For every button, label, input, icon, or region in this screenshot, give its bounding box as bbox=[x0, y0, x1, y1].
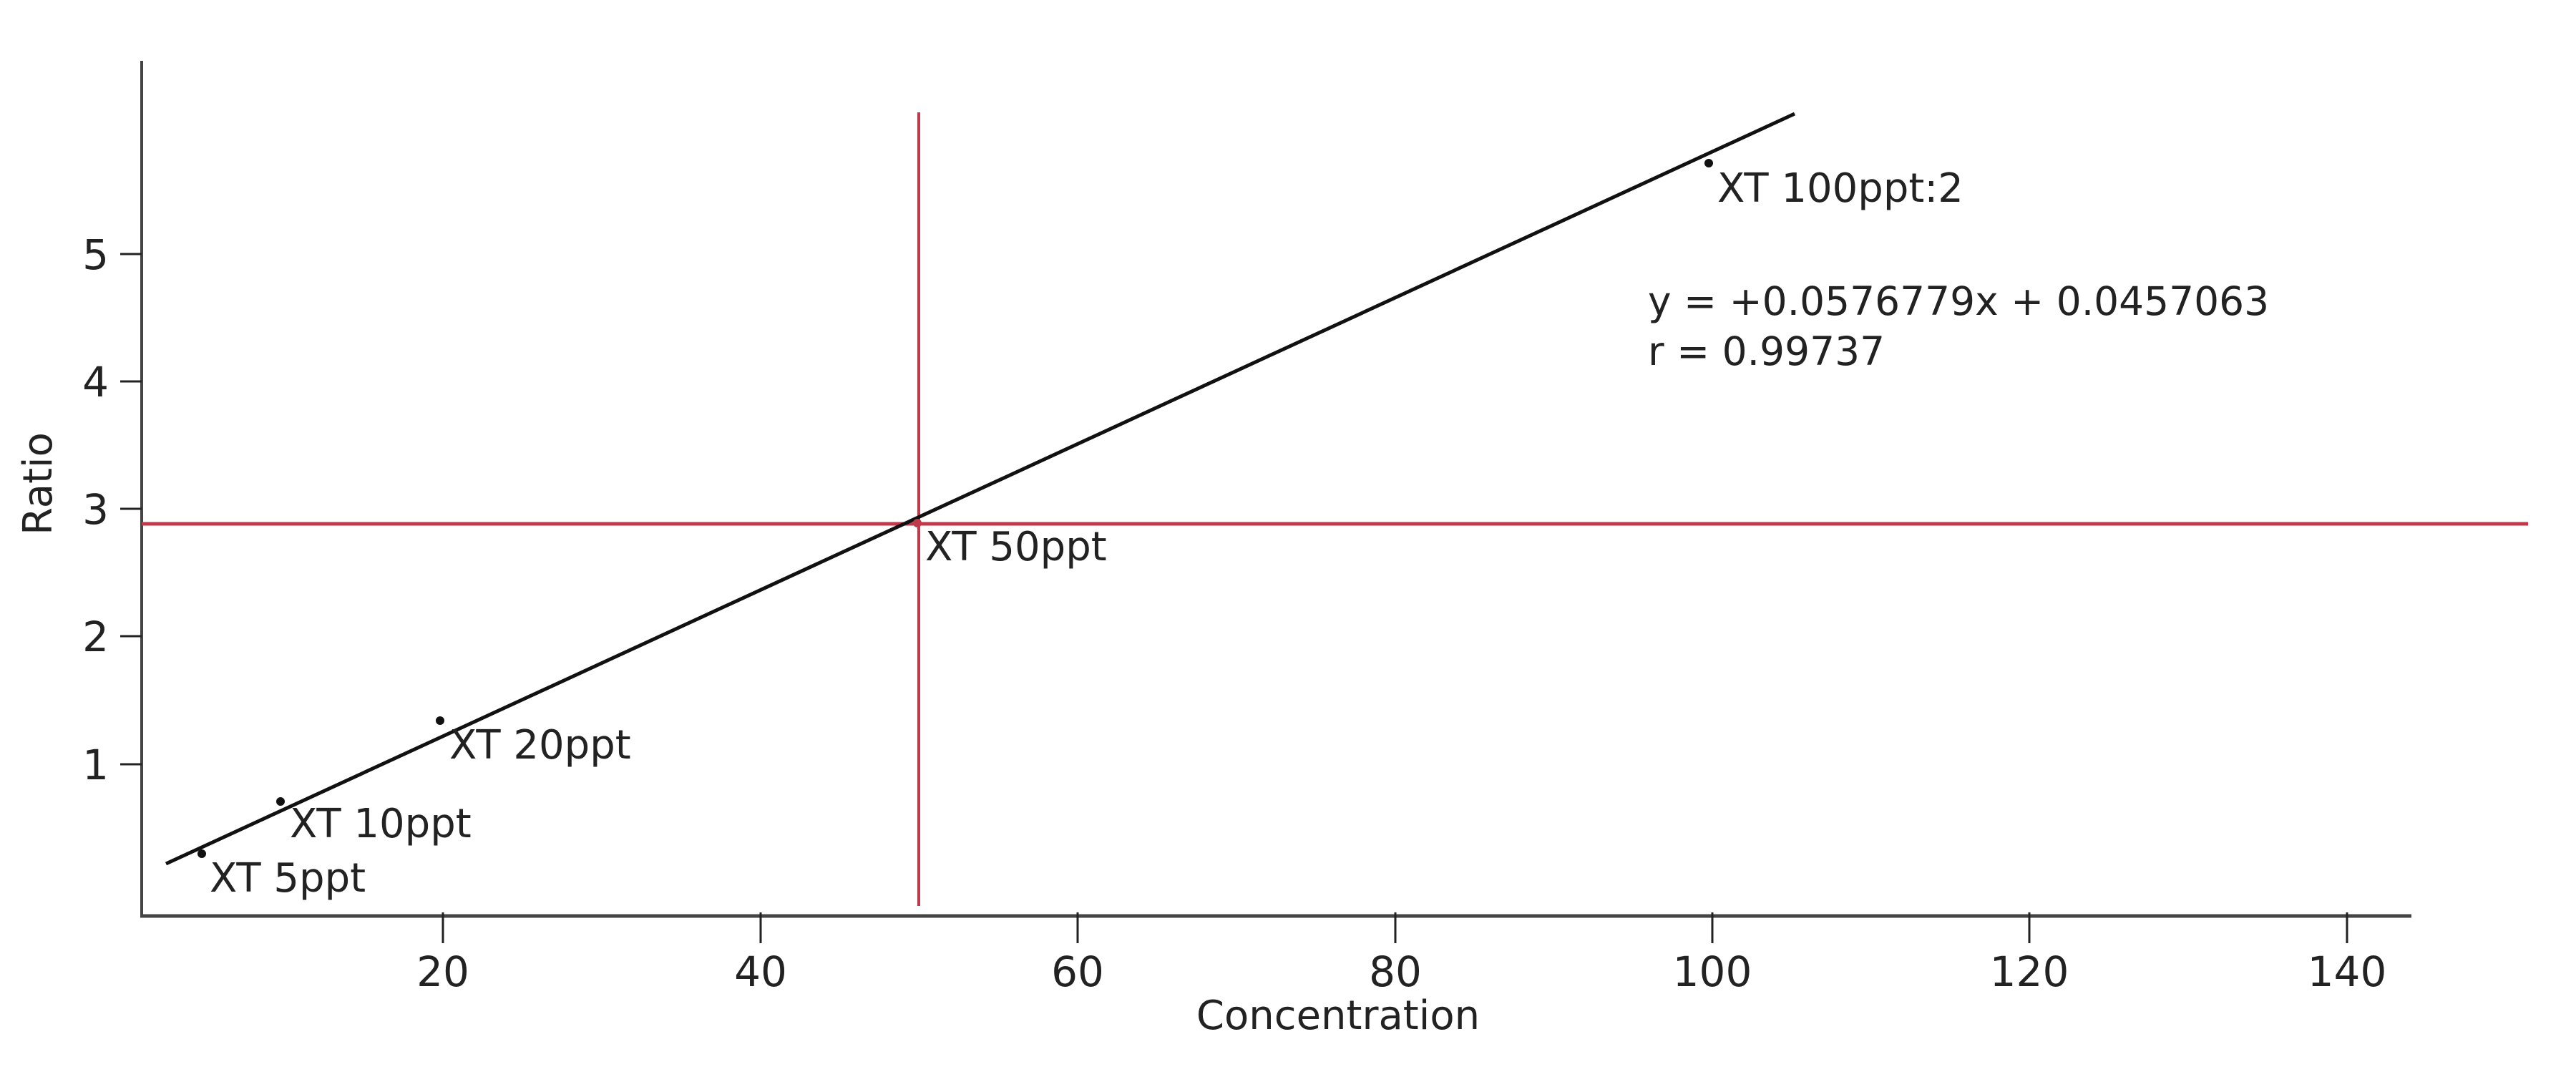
regression-line bbox=[165, 112, 1796, 866]
data-point-20ppt[interactable] bbox=[436, 716, 444, 725]
x-tick-label-20: 20 bbox=[416, 947, 469, 996]
x-axis-title: Concentration bbox=[1196, 993, 1480, 1039]
label-100ppt: XT 100ppt:2 bbox=[1717, 165, 1963, 212]
y-tick-label-2: 2 bbox=[82, 613, 109, 661]
x-ticks bbox=[441, 912, 2348, 943]
point-labels: XT 5ppt XT 10ppt XT 20ppt XT 50ppt XT 10… bbox=[210, 165, 1963, 902]
x-tick-label-140: 140 bbox=[2308, 947, 2387, 996]
y-tick-label-4: 4 bbox=[82, 358, 109, 406]
data-points bbox=[197, 159, 1713, 858]
label-50ppt: XT 50ppt bbox=[925, 524, 1107, 570]
x-tick-label-100: 100 bbox=[1673, 947, 1752, 996]
label-10ppt: XT 10ppt bbox=[290, 801, 472, 847]
label-5ppt: XT 5ppt bbox=[210, 855, 366, 902]
y-tick-label-3: 3 bbox=[82, 485, 109, 534]
y-tick-labels: 1 2 3 4 5 bbox=[82, 230, 109, 789]
y-axis-title: Ratio bbox=[15, 432, 62, 535]
data-point-100ppt[interactable] bbox=[1704, 159, 1713, 167]
y-tick-label-1: 1 bbox=[82, 741, 109, 789]
x-tick-label-80: 80 bbox=[1369, 947, 1422, 996]
fit-equation: y = +0.0576779x + 0.0457063 bbox=[1648, 278, 2269, 324]
fit-equation-annotation: y = +0.0576779x + 0.0457063 r = 0.99737 bbox=[1648, 278, 2269, 374]
label-20ppt: XT 20ppt bbox=[449, 722, 631, 769]
x-tick-label-60: 60 bbox=[1051, 947, 1104, 996]
data-point-5ppt[interactable] bbox=[197, 849, 206, 858]
y-tick-label-5: 5 bbox=[82, 230, 109, 279]
correlation-coefficient: r = 0.99737 bbox=[1648, 328, 1885, 374]
x-tick-label-120: 120 bbox=[1990, 947, 2069, 996]
data-point-10ppt[interactable] bbox=[276, 797, 285, 806]
data-point-50ppt[interactable] bbox=[913, 519, 922, 527]
x-tick-labels: 20 40 60 80 100 120 140 bbox=[416, 947, 2386, 996]
y-ticks bbox=[120, 253, 142, 766]
x-tick-label-40: 40 bbox=[734, 947, 787, 996]
